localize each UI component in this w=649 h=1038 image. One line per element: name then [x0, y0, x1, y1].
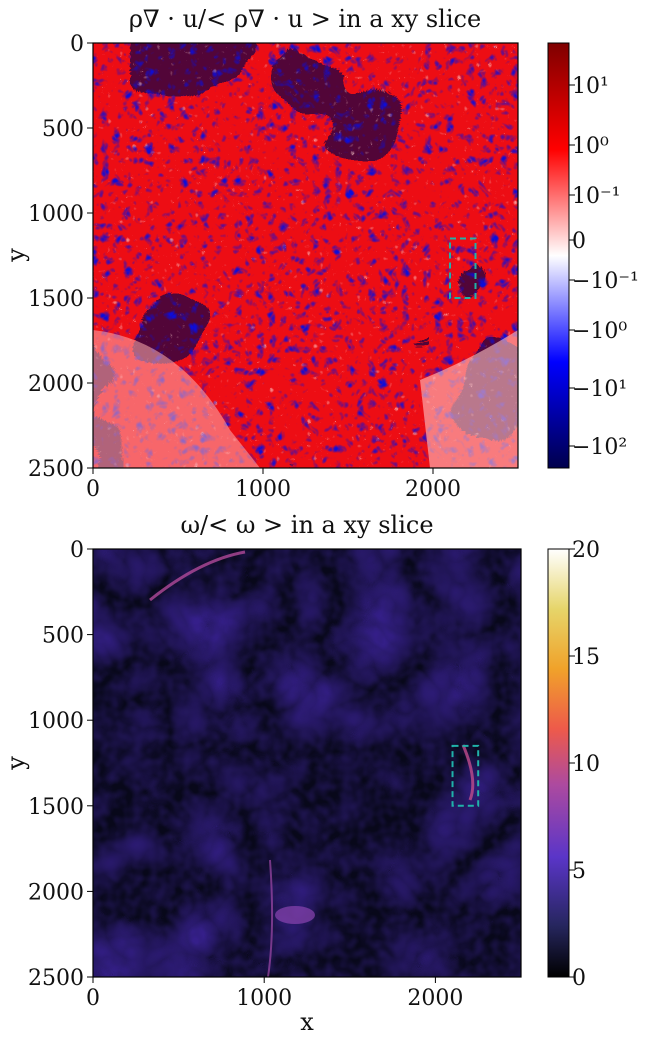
y-tick-label: 500 [42, 117, 84, 142]
chart-title: ω/< ω > in a xy slice [180, 511, 433, 539]
plot-frame [92, 42, 519, 469]
y-tick-label: 1500 [28, 795, 84, 820]
y-tick-label: 0 [70, 538, 84, 563]
vorticity-panel: ω/< ω > in a xy slice 050010001500200025… [2, 511, 600, 1036]
chart-title: ρ∇ · u/< ρ∇ · u > in a xy slice [129, 5, 481, 33]
x-tick-label: 0 [86, 986, 100, 1011]
colorbar [547, 42, 570, 469]
colorbar-tick-label: 10 [572, 752, 600, 777]
y-tick-label: 2000 [28, 372, 84, 397]
y-tick-label: 2000 [28, 880, 84, 905]
x-axis: 0 1000 2000 [86, 977, 463, 1011]
colorbar-tick-label: 15 [572, 645, 600, 670]
colorbar-tick-label: 10⁰ [572, 134, 609, 159]
colorbar-tick-label: −10⁻¹ [572, 269, 639, 294]
highlight-box [451, 744, 480, 807]
x-tick-label: 1000 [236, 986, 292, 1011]
colorbar [547, 548, 570, 978]
colorbar-tick-label: 0 [572, 229, 586, 254]
divergence-panel: ρ∇ · u/< ρ∇ · u > in a xy slice 0 500 1000… [2, 5, 639, 502]
colorbar-tick-label: −10¹ [572, 377, 627, 402]
y-tick-label: 0 [70, 32, 84, 57]
colorbar-tick-label: 10⁻¹ [572, 184, 620, 209]
y-tick-label: 1500 [28, 287, 84, 312]
heatmap-image [93, 549, 521, 977]
colorbar-tick-label: 5 [572, 859, 586, 884]
y-tick-label: 2500 [28, 966, 84, 991]
colorbar-tick-label: −10⁰ [572, 319, 627, 344]
y-axis-label: y [2, 756, 30, 771]
colorbar-ticks: 10¹ 10⁰ 10⁻¹ 0 −10⁻¹ −10⁰ −10¹ −10² [569, 74, 639, 460]
y-axis-label: y [2, 248, 30, 263]
x-axis: 0 1000 2000 [86, 468, 461, 502]
plot-frame [92, 548, 522, 978]
heatmap-image [93, 43, 518, 468]
y-axis: 0 500 1000 1500 2000 2500 [28, 538, 93, 991]
x-tick-label: 0 [86, 477, 100, 502]
x-axis-label: x [300, 1008, 314, 1036]
x-tick-label: 2000 [405, 477, 461, 502]
x-tick-label: 2000 [407, 986, 463, 1011]
colorbar-tick-label: 20 [572, 538, 600, 563]
colorbar-ticks: 20 15 10 5 0 [569, 538, 600, 991]
y-tick-label: 1000 [28, 202, 84, 227]
highlight-box [449, 237, 477, 299]
y-tick-label: 1000 [28, 709, 84, 734]
y-axis: 0 500 1000 1500 2000 2500 [28, 32, 93, 482]
colorbar-tick-label: −10² [572, 435, 627, 460]
colorbar-tick-label: 10¹ [572, 74, 609, 99]
y-tick-label: 2500 [28, 457, 84, 482]
colorbar-tick-label: 0 [572, 966, 586, 991]
x-tick-label: 1000 [235, 477, 291, 502]
y-tick-label: 500 [42, 624, 84, 649]
